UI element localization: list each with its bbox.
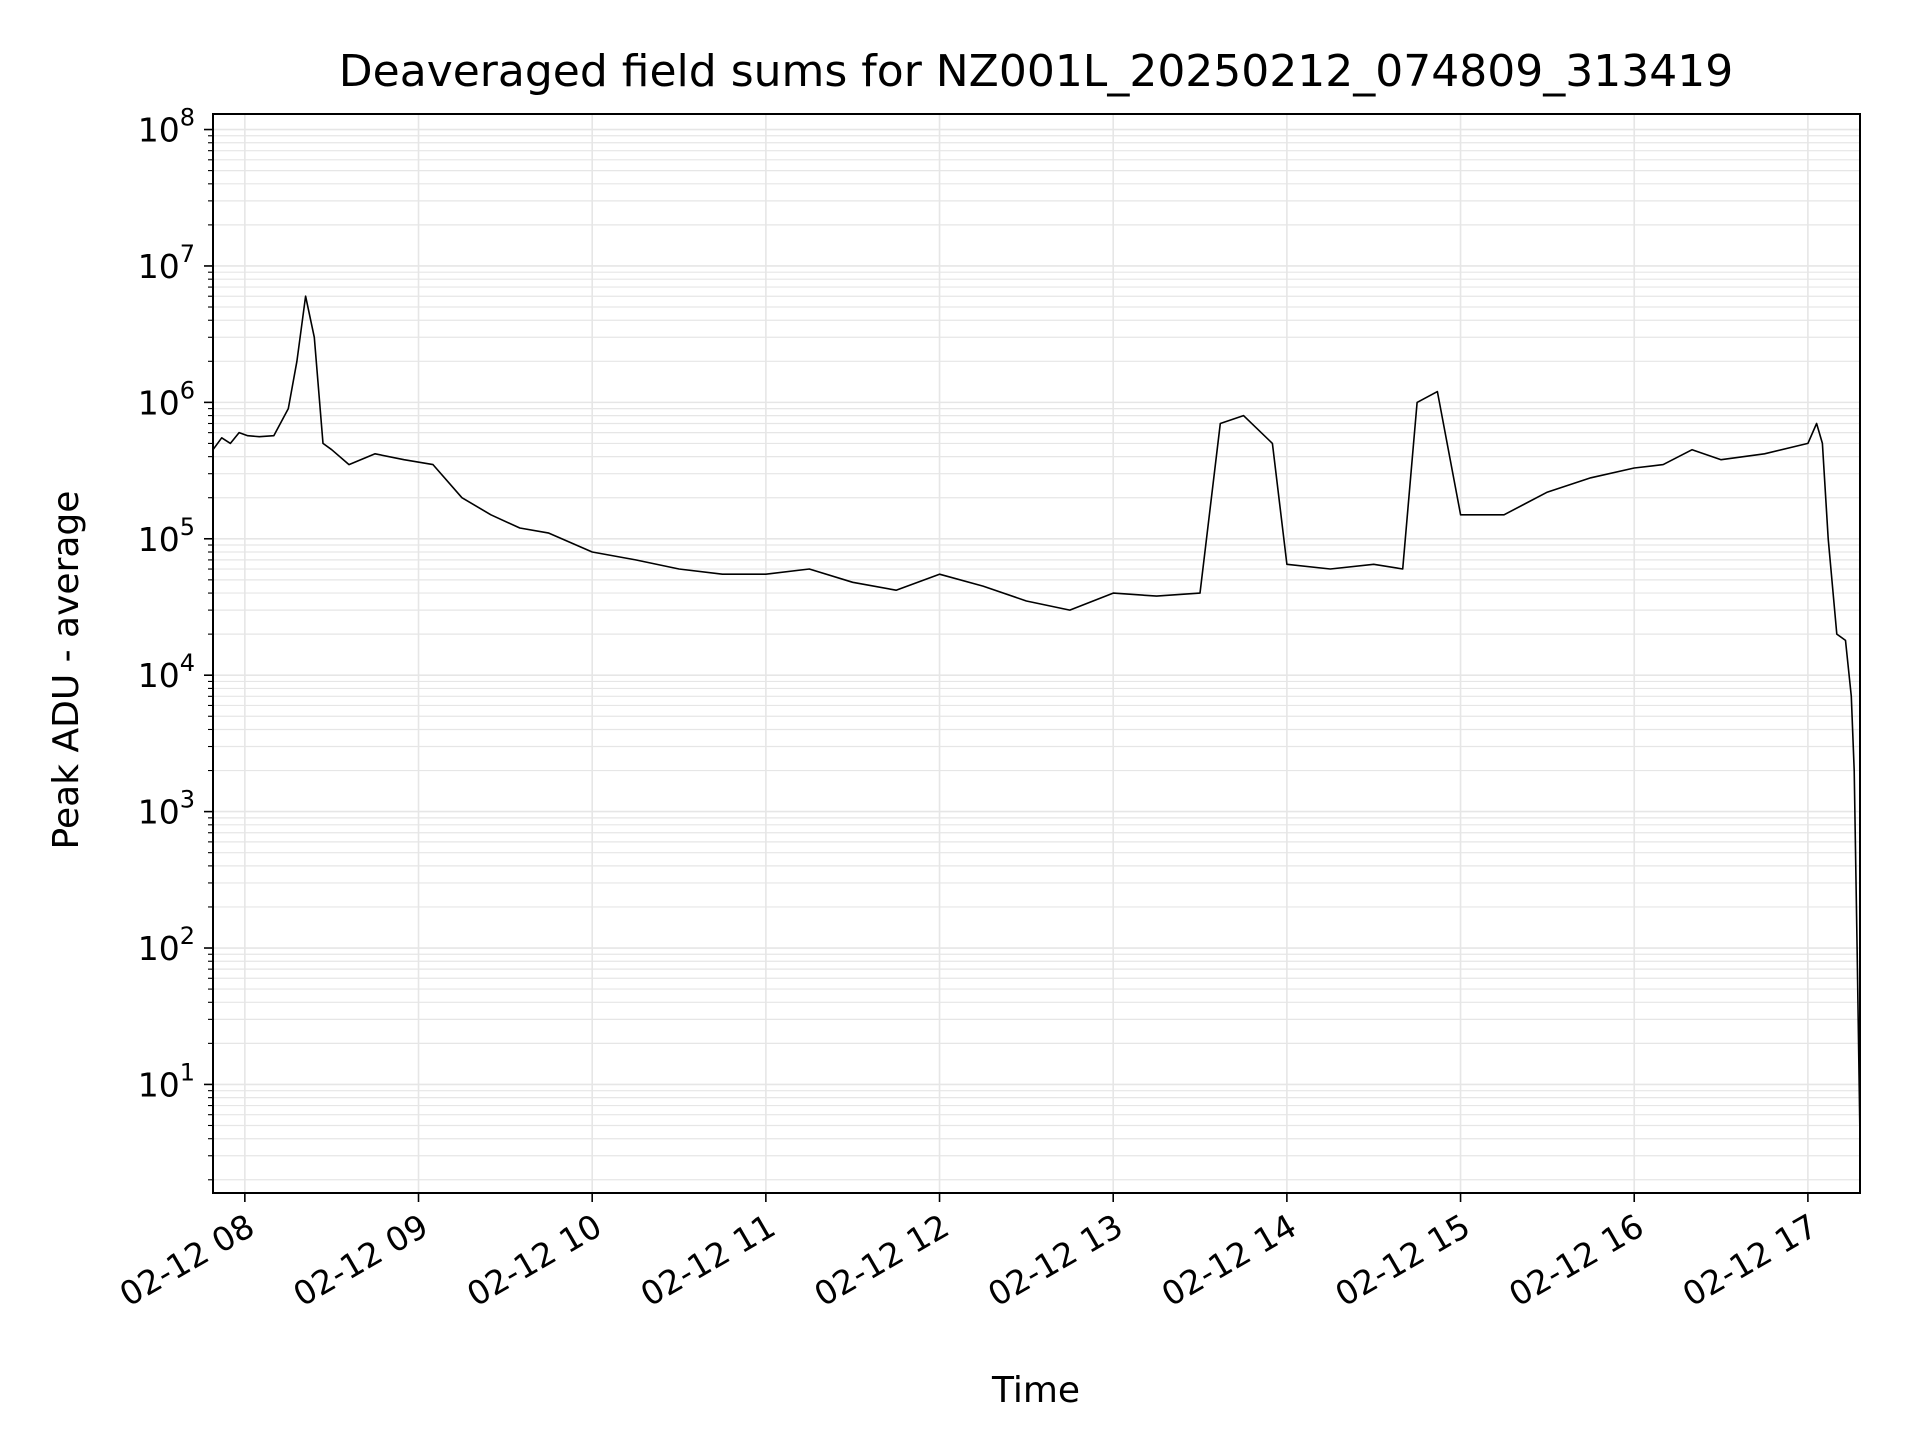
y-tick-base: 10 [138, 111, 180, 150]
y-tick-label: 108 [138, 104, 195, 150]
y-tick-exponent: 4 [180, 649, 195, 677]
y-tick-base: 10 [138, 793, 180, 832]
y-tick-base: 10 [138, 656, 180, 695]
y-tick-base: 10 [138, 520, 180, 559]
x-tick-label: 02-12 10 [460, 1206, 608, 1314]
y-tick-label: 103 [138, 786, 195, 832]
x-tick-label: 02-12 12 [808, 1206, 956, 1314]
chart-title: Deaveraged field sums for NZ001L_2025021… [339, 46, 1733, 97]
y-tick-label: 104 [138, 649, 195, 695]
y-tick-exponent: 7 [180, 240, 195, 268]
x-tick-label: 02-12 14 [1155, 1206, 1303, 1314]
plot-frame [212, 113, 1861, 1194]
y-tick-base: 10 [138, 1065, 180, 1104]
x-tick-label: 02-12 11 [634, 1206, 782, 1314]
y-tick-label: 106 [138, 376, 195, 422]
y-tick-exponent: 8 [180, 104, 195, 132]
y-tick-exponent: 3 [180, 786, 195, 814]
grid-lines [213, 114, 1860, 1193]
y-tick-label: 107 [138, 240, 195, 286]
y-tick-exponent: 2 [180, 922, 195, 950]
x-tick-label: 02-12 17 [1676, 1206, 1824, 1314]
x-tick-label: 02-12 08 [113, 1206, 261, 1314]
y-tick-exponent: 1 [180, 1058, 195, 1086]
y-tick-base: 10 [138, 247, 180, 286]
y-tick-base: 10 [138, 383, 180, 422]
x-tick-label: 02-12 13 [981, 1206, 1129, 1314]
series-line [212, 295, 1861, 1139]
axis-ticks: 02-12 08 02-12 09 02-12 10 02-12 11 02-12 12… [113, 104, 1824, 1315]
y-tick-label: 101 [138, 1058, 195, 1104]
x-tick-label: 02-12 09 [287, 1206, 435, 1314]
x-tick-label: 02-12 15 [1329, 1206, 1477, 1314]
y-tick-exponent: 6 [180, 376, 195, 404]
y-tick-exponent: 5 [180, 513, 195, 541]
y-tick-base: 10 [138, 929, 180, 968]
x-axis-label: Time [991, 1370, 1080, 1411]
y-tick-label: 102 [138, 922, 195, 968]
x-tick-label: 02-12 16 [1502, 1206, 1650, 1314]
y-axis-label: Peak ADU - average [46, 491, 87, 850]
y-tick-label: 105 [138, 513, 195, 559]
